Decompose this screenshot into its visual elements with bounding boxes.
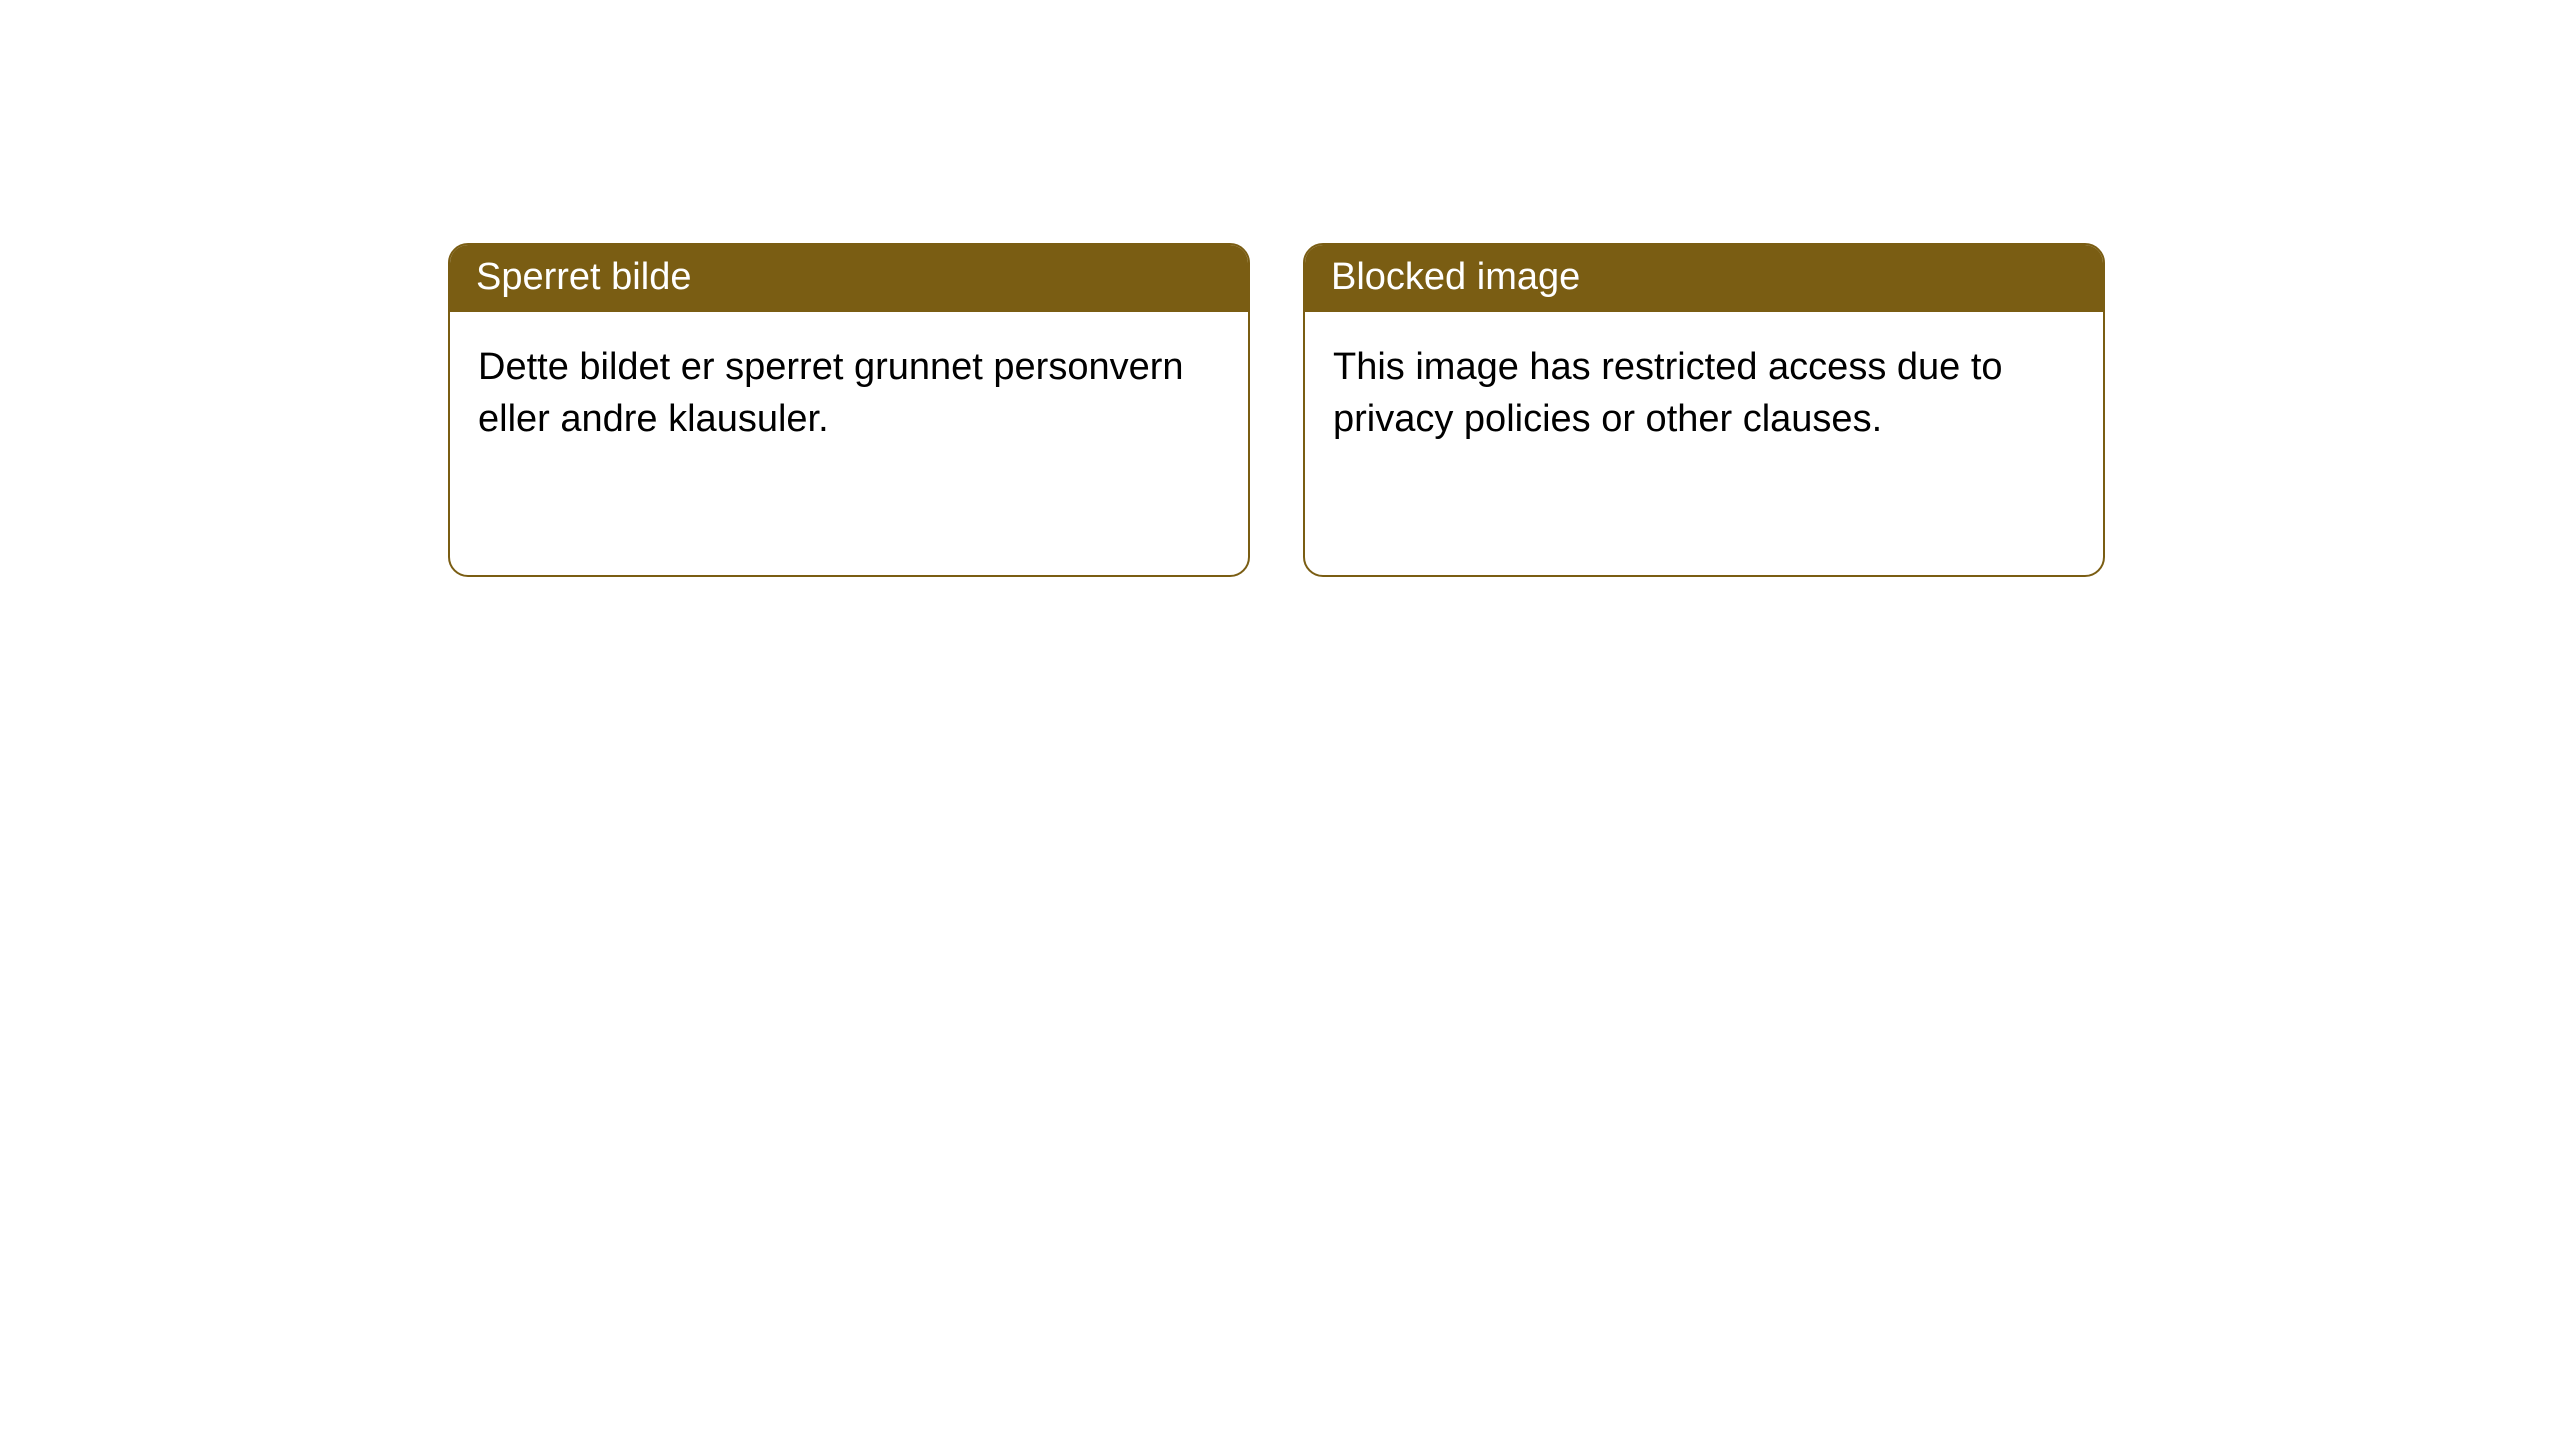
notice-body: This image has restricted access due to …: [1305, 312, 2103, 475]
notice-header: Blocked image: [1305, 245, 2103, 312]
notice-container: Sperret bilde Dette bildet er sperret gr…: [0, 0, 2560, 577]
notice-body: Dette bildet er sperret grunnet personve…: [450, 312, 1248, 475]
notice-card-norwegian: Sperret bilde Dette bildet er sperret gr…: [448, 243, 1250, 577]
notice-header: Sperret bilde: [450, 245, 1248, 312]
notice-card-english: Blocked image This image has restricted …: [1303, 243, 2105, 577]
